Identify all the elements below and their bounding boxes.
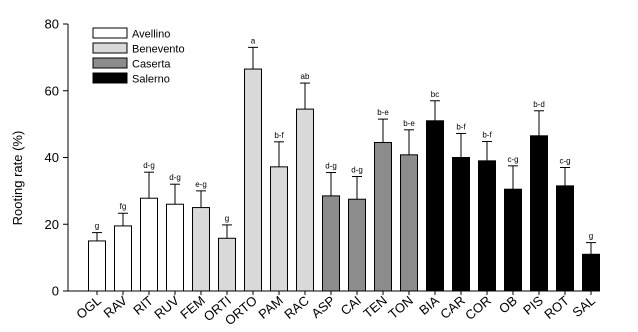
category-label: RUV bbox=[151, 293, 182, 322]
bar-orti bbox=[218, 237, 236, 292]
bar-rit bbox=[140, 197, 158, 292]
significance-label: d-g bbox=[325, 162, 337, 171]
category-label: RIT bbox=[130, 293, 156, 318]
y-tick-label: 0 bbox=[52, 284, 59, 299]
legend-label: Salerno bbox=[132, 74, 170, 86]
significance-label: a bbox=[251, 36, 256, 45]
bars bbox=[88, 68, 600, 292]
bar-ten bbox=[374, 141, 392, 292]
significance-label: b-f bbox=[456, 122, 466, 131]
y-tick-label: 80 bbox=[45, 17, 59, 32]
significance-label: b-e bbox=[403, 119, 415, 128]
bar-ob bbox=[504, 188, 522, 292]
bar-cor bbox=[478, 160, 496, 292]
category-label: ASP bbox=[308, 293, 338, 321]
x-axis bbox=[68, 290, 600, 295]
category-label: CAI bbox=[338, 293, 364, 318]
y-tick-label: 20 bbox=[45, 217, 59, 232]
category-label: TON bbox=[385, 293, 415, 322]
category-label: FEM bbox=[177, 293, 208, 322]
category-label: BIA bbox=[416, 293, 442, 318]
category-label: SAL bbox=[569, 293, 597, 320]
significance-label: c-g bbox=[559, 157, 570, 166]
legend-label: Caserta bbox=[132, 59, 171, 71]
y-axis: 0 20 40 60 80 bbox=[45, 17, 69, 299]
category-label: PIS bbox=[520, 293, 546, 318]
significance-label: e-g bbox=[195, 180, 207, 189]
significance-labels: g fg d-g d-g e-g g a b-f ab d-g d-g b-e b-e bc b-f b-f c… bbox=[95, 36, 593, 240]
bar-cai bbox=[348, 198, 366, 292]
bar-rav bbox=[114, 225, 132, 292]
bar-pam bbox=[270, 166, 288, 292]
category-label: RAV bbox=[101, 293, 131, 321]
bar-pis bbox=[530, 135, 548, 292]
significance-label: g bbox=[589, 232, 593, 241]
significance-label: b-d bbox=[533, 100, 545, 109]
y-tick-label: 40 bbox=[45, 150, 59, 165]
y-tick-label: 60 bbox=[45, 83, 59, 98]
significance-label: c-g bbox=[507, 155, 518, 164]
significance-label: d-g bbox=[169, 173, 181, 182]
significance-label: d-g bbox=[143, 161, 155, 170]
significance-label: d-g bbox=[351, 166, 363, 175]
category-label: OGL bbox=[73, 293, 104, 322]
bar-orto bbox=[244, 68, 262, 292]
category-label: TEN bbox=[360, 293, 390, 321]
significance-label: g bbox=[225, 214, 229, 223]
legend-swatch bbox=[92, 57, 128, 69]
legend: Avellino Benevento Caserta Salerno bbox=[92, 27, 185, 86]
bar-ton bbox=[400, 154, 418, 292]
y-axis-title: Rooting rate (%) bbox=[10, 131, 25, 226]
legend-label: Benevento bbox=[132, 44, 185, 56]
bar-car bbox=[452, 157, 470, 292]
category-label: PAM bbox=[255, 293, 285, 322]
legend-swatch bbox=[92, 72, 128, 84]
category-label: COR bbox=[462, 293, 494, 323]
significance-label: ab bbox=[301, 72, 310, 81]
error-bars bbox=[92, 46, 596, 255]
legend-label: Avellino bbox=[132, 29, 170, 41]
bar-ogl bbox=[88, 240, 106, 292]
bar-bia bbox=[426, 120, 444, 292]
bar-sal bbox=[582, 253, 600, 292]
bar-ruv bbox=[166, 203, 184, 292]
significance-label: g bbox=[95, 222, 99, 231]
category-label: ROT bbox=[541, 293, 572, 322]
category-label: RAC bbox=[281, 293, 312, 322]
significance-label: b-f bbox=[482, 130, 492, 139]
bar-rot bbox=[556, 185, 574, 292]
category-label: CAR bbox=[437, 293, 468, 322]
legend-swatch bbox=[92, 42, 128, 54]
bar-fem bbox=[192, 207, 210, 292]
significance-label: bc bbox=[431, 90, 439, 99]
bar-asp bbox=[322, 195, 340, 292]
significance-label: b-e bbox=[377, 108, 389, 117]
category-label: OB bbox=[496, 293, 520, 317]
significance-label: b-f bbox=[274, 131, 284, 140]
significance-label: fg bbox=[120, 202, 127, 211]
legend-swatch bbox=[92, 27, 128, 39]
bar-rac bbox=[296, 108, 314, 292]
